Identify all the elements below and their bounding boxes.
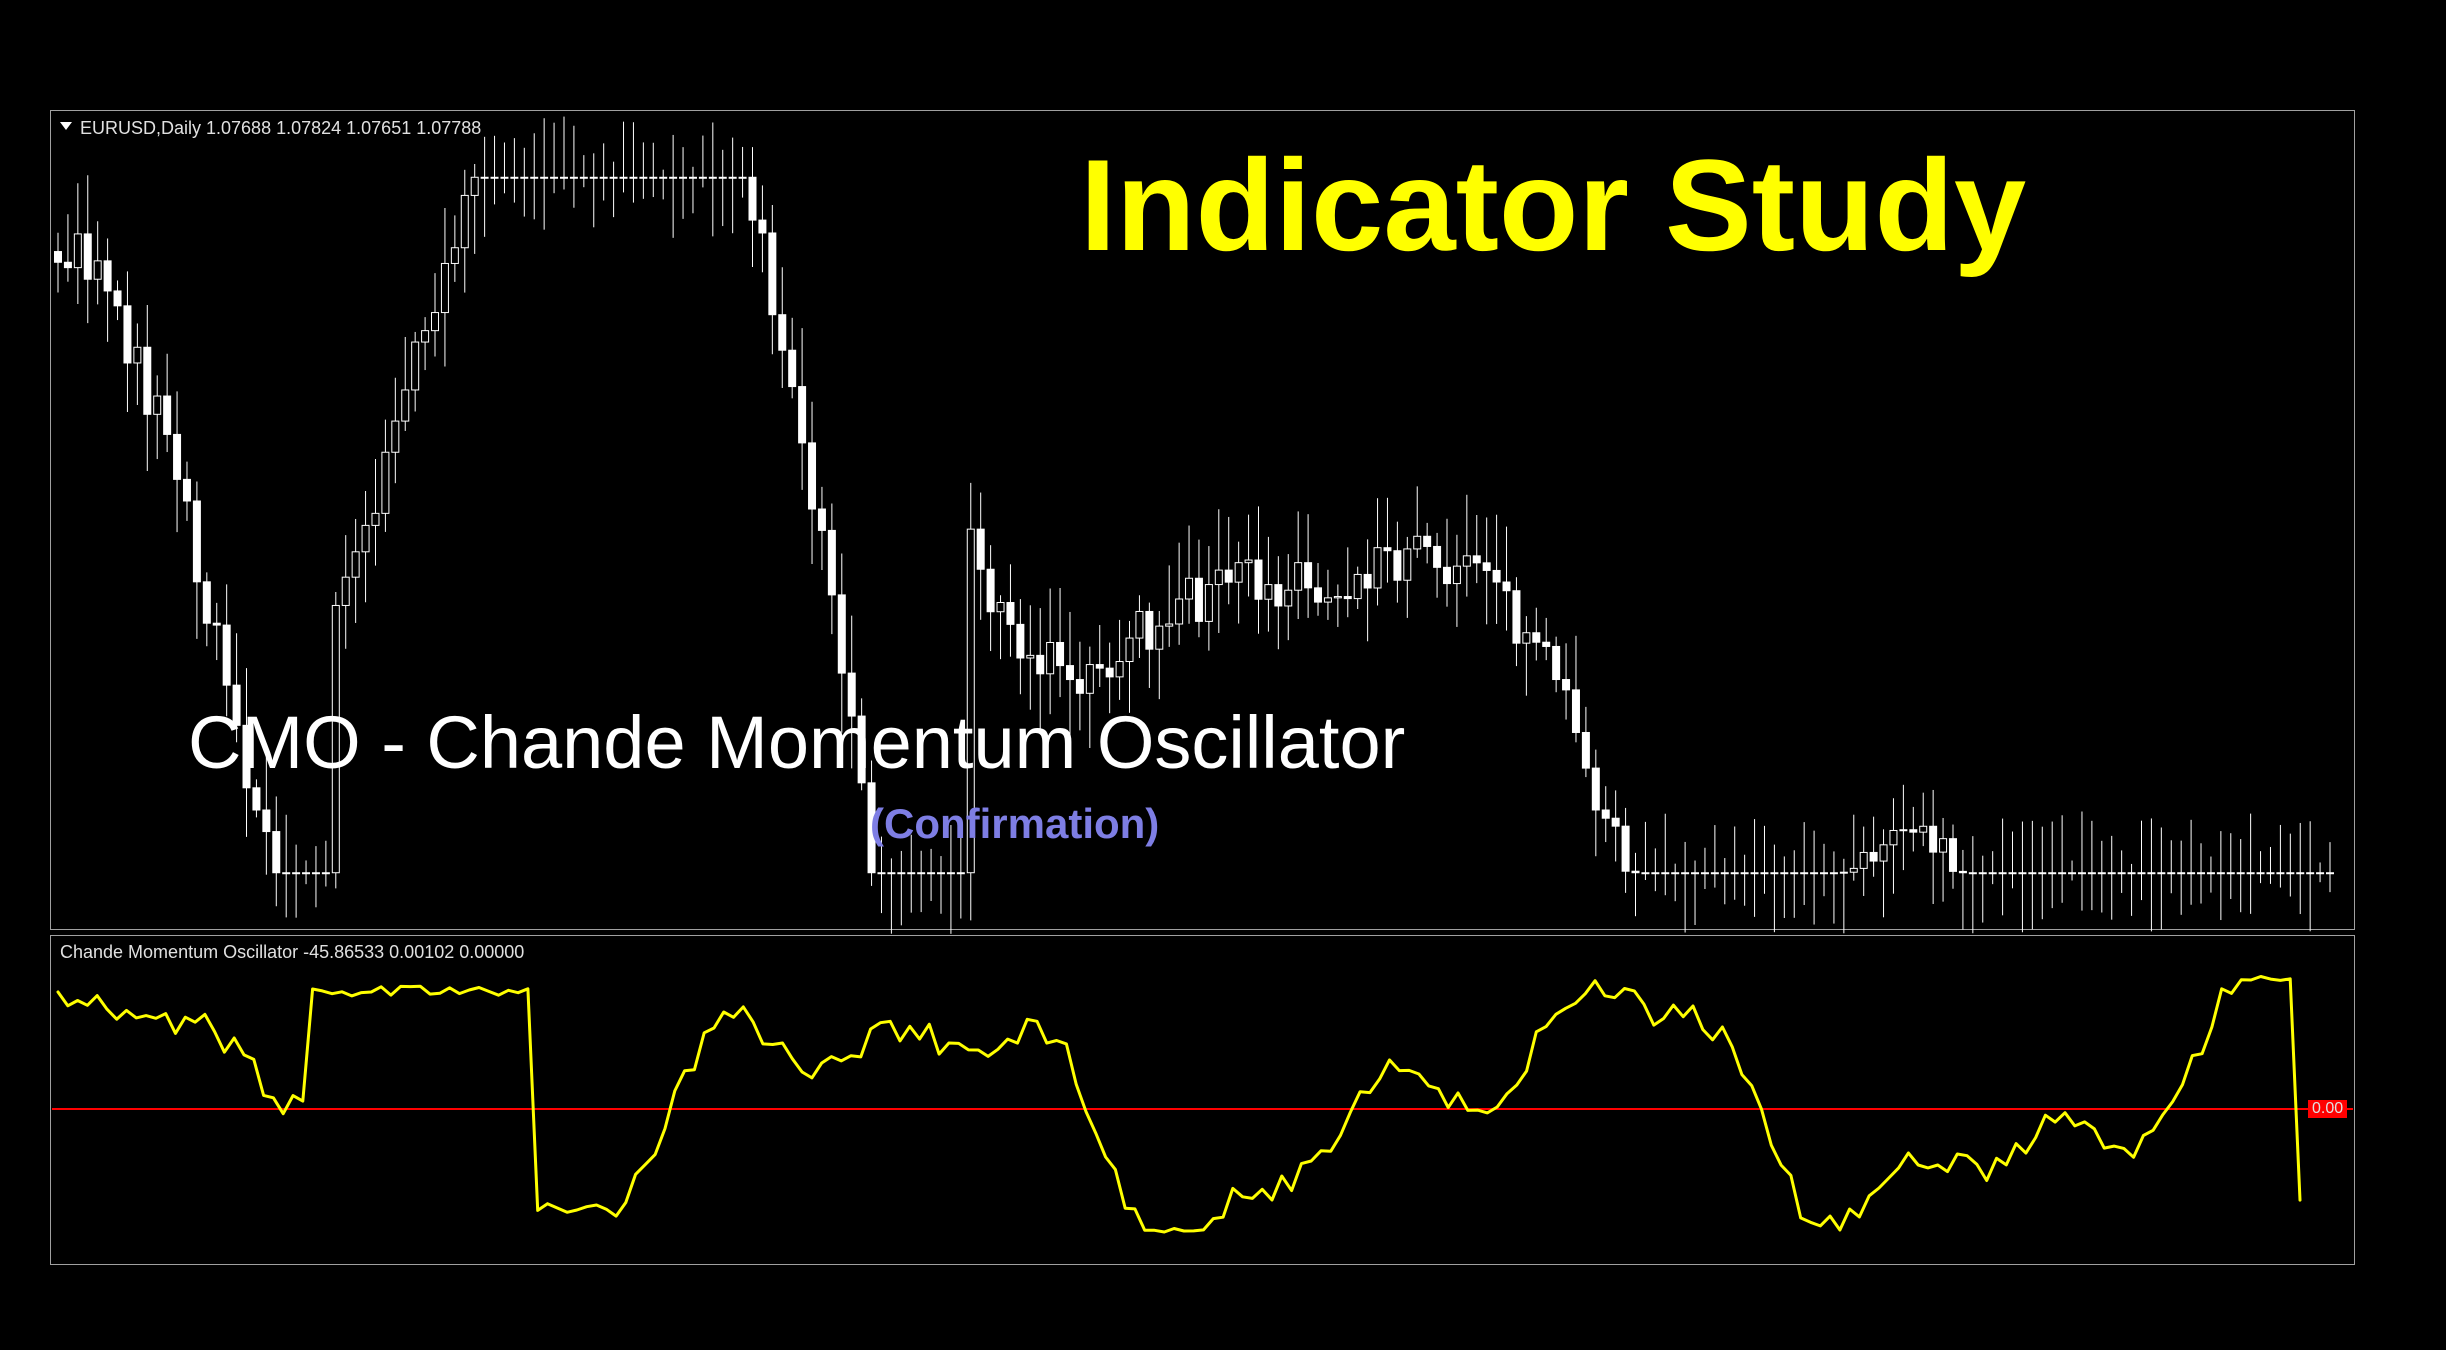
axis-label-zero: 0.00: [2308, 1100, 2347, 1118]
oscillator-line-chart: [0, 0, 2446, 1350]
